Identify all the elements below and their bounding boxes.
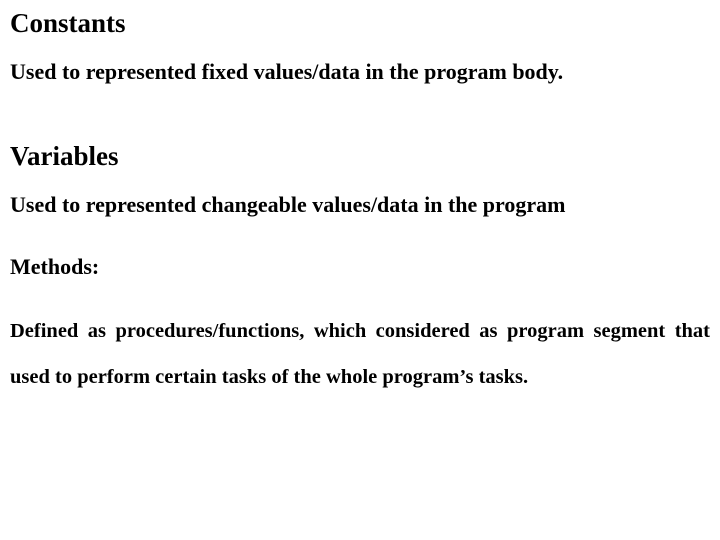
heading-methods: Methods: (10, 254, 710, 280)
heading-variables: Variables (10, 141, 710, 172)
spacer (10, 87, 710, 139)
text-methods-desc: Defined as procedures/functions, which c… (10, 308, 710, 400)
heading-constants: Constants (10, 8, 710, 39)
text-constants-desc: Used to represented fixed values/data in… (10, 59, 710, 85)
text-variables-desc: Used to represented changeable values/da… (10, 192, 710, 218)
document-page: Constants Used to represented fixed valu… (0, 0, 720, 410)
spacer (10, 220, 710, 254)
